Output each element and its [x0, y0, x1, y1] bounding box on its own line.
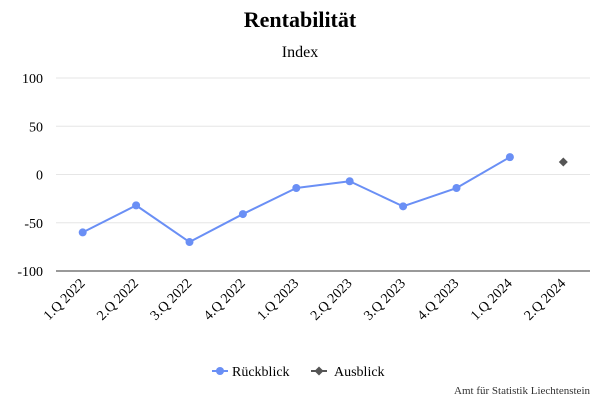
data-point[interactable] — [292, 184, 301, 193]
legend-label: Rückblick — [232, 365, 290, 380]
x-tick-label: 2.Q 2022 — [94, 276, 141, 323]
x-tick-label: 1.Q 2022 — [41, 276, 88, 323]
x-tick-label: 4.Q 2022 — [201, 276, 248, 323]
chart-credit[interactable]: Amt für Statistik Liechtenstein — [454, 385, 590, 397]
legend-label: Ausblick — [334, 365, 385, 380]
y-tick-label: 50 — [29, 120, 43, 135]
x-tick-label: 4.Q 2023 — [415, 276, 462, 323]
legend-circle-icon — [216, 367, 224, 375]
data-point[interactable] — [132, 201, 141, 210]
data-point[interactable] — [558, 157, 568, 167]
x-tick-label: 2.Q 2023 — [308, 276, 355, 323]
x-tick-label: 1.Q 2023 — [255, 276, 302, 323]
y-tick-label: 0 — [36, 169, 43, 184]
data-point[interactable] — [399, 202, 408, 211]
data-point[interactable] — [185, 238, 194, 247]
data-point[interactable] — [78, 228, 87, 237]
y-tick-label: -100 — [17, 265, 43, 280]
series-line — [82, 156, 511, 244]
series-Rückblick[interactable] — [78, 153, 514, 247]
y-tick-label: 100 — [22, 72, 43, 87]
data-point[interactable] — [452, 184, 461, 193]
x-tick-label: 3.Q 2022 — [148, 276, 195, 323]
legend[interactable]: Rückblick Ausblick — [212, 365, 385, 380]
plot-area — [78, 153, 568, 247]
x-tick-label: 1.Q 2024 — [468, 276, 515, 323]
data-point[interactable] — [238, 210, 247, 219]
x-tick-label: 3.Q 2023 — [361, 276, 408, 323]
y-tick-label: -50 — [24, 217, 43, 232]
legend-item[interactable]: Ausblick — [311, 365, 385, 380]
legend-diamond-icon — [314, 366, 324, 376]
series-Ausblick[interactable] — [558, 157, 568, 167]
data-point[interactable] — [505, 153, 514, 162]
x-tick-label: 2.Q 2024 — [522, 276, 569, 323]
legend-item[interactable]: Rückblick — [212, 365, 290, 380]
chart-title: Rentabilität — [244, 7, 357, 32]
grid — [56, 77, 590, 224]
chart-subtitle: Index — [282, 44, 318, 61]
data-point[interactable] — [345, 177, 354, 186]
